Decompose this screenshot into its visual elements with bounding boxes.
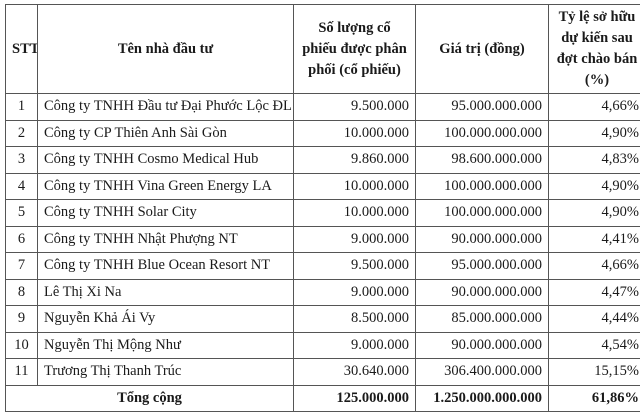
row-investor-name: Công ty CP Thiên Anh Sài Gòn (37, 119, 294, 147)
table-row: 6 Công ty TNHH Nhật Phượng NT 9.000.000 90.… (5, 225, 640, 253)
row-stt: 1 (5, 93, 38, 121)
table-row: 1 Công ty TNHH Đầu tư Đại Phước Lộc ĐL 9.5… (5, 93, 640, 121)
header-shares: Số lượng cổ phiếu được phân phối (cổ phi… (293, 4, 416, 94)
header-ownership: Tỷ lệ sở hữu dự kiến sau đợt chào bán (%… (548, 4, 640, 94)
table-row: 11 Trương Thị Thanh Trúc 30.640.000 306.400… (5, 358, 640, 386)
table-row: 8 Lê Thị Xi Na 9.000.000 90.000.000.000 4,47… (5, 278, 640, 306)
row-investor-name: Lê Thị Xi Na (37, 278, 294, 306)
total-label: Tổng cộng (5, 384, 294, 412)
row-shares: 9.500.000 (293, 252, 416, 280)
row-shares: 10.000.000 (293, 199, 416, 227)
row-stt: 4 (5, 172, 38, 200)
row-value: 100.000.000.000 (415, 199, 549, 227)
row-shares: 9.000.000 (293, 278, 416, 306)
row-shares: 9.500.000 (293, 93, 416, 121)
table-row: 9 Nguyễn Khả Ái Vy 8.500.000 85.000.000.000… (5, 305, 640, 333)
investor-allocation-table: STT Tên nhà đầu tư Số lượng cổ phiếu đượ… (5, 4, 640, 412)
row-shares: 10.000.000 (293, 119, 416, 147)
total-shares: 125.000.000 (293, 384, 416, 412)
row-shares: 9.000.000 (293, 225, 416, 253)
row-ownership: 15,15% (548, 358, 640, 386)
row-value: 98.600.000.000 (415, 146, 549, 174)
row-investor-name: Công ty TNHH Đầu tư Đại Phước Lộc ĐL (37, 93, 294, 121)
total-ownership: 61,86% (548, 384, 640, 412)
row-investor-name: Công ty TNHH Blue Ocean Resort NT (37, 252, 294, 280)
row-ownership: 4,44% (548, 305, 640, 333)
row-stt: 3 (5, 146, 38, 174)
row-stt: 8 (5, 278, 38, 306)
row-stt: 10 (5, 331, 38, 359)
table-row: 10 Nguyễn Thị Mộng Như 9.000.000 90.000.000… (5, 331, 640, 359)
table-row: 3 Công ty TNHH Cosmo Medical Hub 9.860.000… (5, 146, 640, 174)
row-stt: 2 (5, 119, 38, 147)
table-header-row: STT Tên nhà đầu tư Số lượng cổ phiếu đượ… (5, 4, 640, 94)
total-value: 1.250.000.000.000 (415, 384, 549, 412)
row-ownership: 4,83% (548, 146, 640, 174)
row-shares: 9.860.000 (293, 146, 416, 174)
header-stt: STT (5, 4, 38, 94)
header-investor: Tên nhà đầu tư (37, 4, 294, 94)
row-shares: 9.000.000 (293, 331, 416, 359)
row-investor-name: Nguyễn Thị Mộng Như (37, 331, 294, 359)
row-stt: 7 (5, 252, 38, 280)
row-ownership: 4,90% (548, 199, 640, 227)
row-value: 90.000.000.000 (415, 331, 549, 359)
row-ownership: 4,54% (548, 331, 640, 359)
row-investor-name: Công ty TNHH Solar City (37, 199, 294, 227)
row-ownership: 4,90% (548, 119, 640, 147)
table-row: 4 Công ty TNHH Vina Green Energy LA 10.000… (5, 172, 640, 200)
header-value: Giá trị (đồng) (415, 4, 549, 94)
row-value: 100.000.000.000 (415, 172, 549, 200)
row-value: 90.000.000.000 (415, 225, 549, 253)
row-investor-name: Công ty TNHH Nhật Phượng NT (37, 225, 294, 253)
row-investor-name: Công ty TNHH Cosmo Medical Hub (37, 146, 294, 174)
row-value: 95.000.000.000 (415, 93, 549, 121)
row-value: 306.400.000.000 (415, 358, 549, 386)
row-investor-name: Công ty TNHH Vina Green Energy LA (37, 172, 294, 200)
row-stt: 6 (5, 225, 38, 253)
row-stt: 5 (5, 199, 38, 227)
row-ownership: 4,47% (548, 278, 640, 306)
row-shares: 30.640.000 (293, 358, 416, 386)
row-ownership: 4,41% (548, 225, 640, 253)
row-stt: 9 (5, 305, 38, 333)
row-investor-name: Nguyễn Khả Ái Vy (37, 305, 294, 333)
row-ownership: 4,66% (548, 93, 640, 121)
row-value: 85.000.000.000 (415, 305, 549, 333)
row-investor-name: Trương Thị Thanh Trúc (37, 358, 294, 386)
row-shares: 10.000.000 (293, 172, 416, 200)
table-row: 7 Công ty TNHH Blue Ocean Resort NT 9.500.… (5, 252, 640, 280)
total-row: Tổng cộng 125.000.000 1.250.000.000.000 61,… (5, 384, 640, 412)
row-value: 95.000.000.000 (415, 252, 549, 280)
row-ownership: 4,90% (548, 172, 640, 200)
row-shares: 8.500.000 (293, 305, 416, 333)
row-ownership: 4,66% (548, 252, 640, 280)
table-row: 2 Công ty CP Thiên Anh Sài Gòn 10.000.000 1… (5, 119, 640, 147)
row-value: 100.000.000.000 (415, 119, 549, 147)
table-row: 5 Công ty TNHH Solar City 10.000.000 100.00… (5, 199, 640, 227)
row-stt: 11 (5, 358, 38, 386)
row-value: 90.000.000.000 (415, 278, 549, 306)
